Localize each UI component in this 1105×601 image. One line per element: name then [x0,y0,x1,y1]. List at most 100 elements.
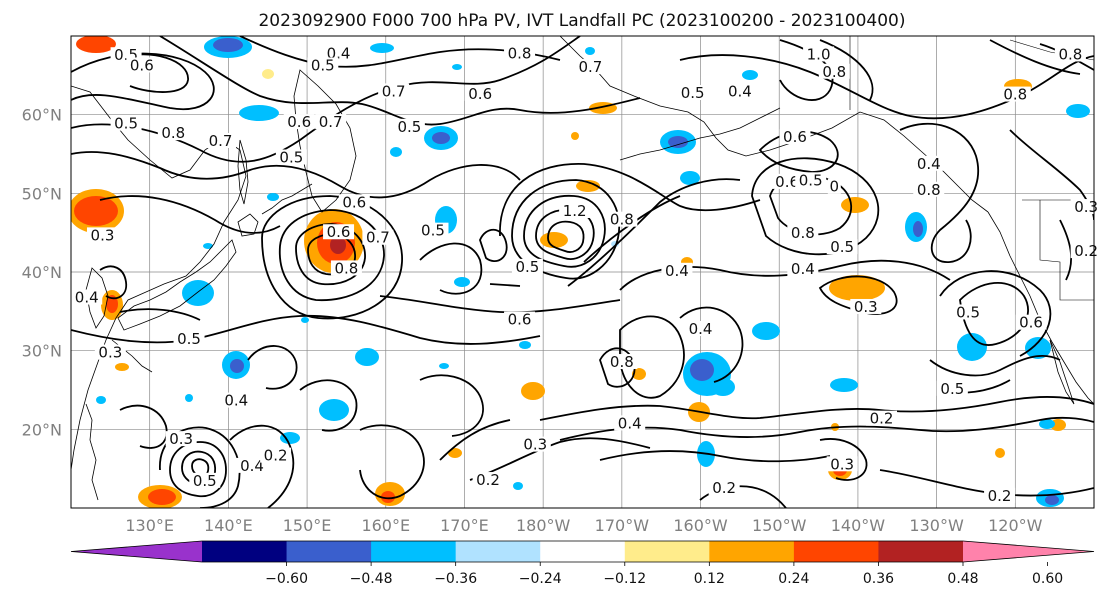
contour-line [929,355,1061,377]
colorbar-segment [202,541,288,562]
colorbar-segment [286,541,372,562]
contour-label-backing [771,173,803,189]
contour-label-backing [393,118,425,134]
shade-negative [439,363,449,369]
lon-tick-label: 160°E [361,516,410,535]
contour-label: 0.5 [114,115,138,133]
contour-label-backing [803,46,835,62]
shade-negative [957,333,987,361]
contour-line [119,53,189,93]
shade-positive [115,363,129,371]
contour-label: 0.5 [421,222,445,240]
contour-line [489,283,521,287]
shade-negative [280,432,300,444]
contour-label: 0.2 [712,479,736,497]
contour-label-backing [323,45,355,61]
contour-label: 0.3 [98,344,122,362]
contour-line [229,424,295,508]
contour-label: 0.3 [830,455,854,473]
contour-label: 0.3 [91,226,115,244]
shade-negative [668,136,688,148]
lon-tick-label: 160°W [673,516,728,535]
contour-label: 0.8 [917,181,941,199]
shade-negative [513,482,523,490]
contour-label-backing [323,224,355,240]
coast-taiwan-philippines [85,403,99,501]
contour-label: 0.7 [319,113,343,131]
contour-label: 0.2 [870,410,894,428]
contour-label-backing [519,436,551,452]
contour-label: 0.5 [940,380,964,398]
contour-label-backing [417,222,449,238]
contour-label: 0.2 [1074,242,1098,260]
contour-line [819,438,868,481]
lon-tick-label: 130°W [909,516,964,535]
contour-label: 0.7 [382,82,406,100]
contour-line [295,223,366,286]
coast-sakhalin [237,139,249,205]
contour-label-backing [307,57,339,73]
contour-label: 0.8 [1003,86,1027,104]
contour-label-backing [126,57,158,73]
contour-label: 0.2 [476,471,500,489]
shade-negative [680,171,700,185]
contour-label-backing [1054,46,1086,62]
contour-line [547,220,585,253]
shade-negative [742,70,758,80]
lon-tick-label: 170°E [440,516,489,535]
colorbar-tick-label: −0.12 [603,571,646,587]
contour-label: 0.8 [610,211,634,229]
shade-positive [148,489,176,505]
contour-label: 0.8 [610,353,634,371]
shade-positive [571,132,579,140]
contour-label-backing [378,83,410,99]
lon-tick-label: 140°W [831,516,886,535]
contour-line [567,178,741,287]
contour-label: 0.8 [161,124,185,142]
colorbar-segment [455,541,541,562]
coast-baja [1049,339,1075,405]
lon-tick-label: 170°W [595,516,650,535]
contour-label-backing [464,85,496,101]
contour-label-backing [275,149,307,165]
contour-line [1059,219,1073,281]
colorbar-segment [624,541,710,562]
contour-label-backing [71,289,103,305]
contour-label-backing [205,132,237,148]
contour-label-backing [504,311,536,327]
contour-line [679,54,1094,120]
contour-label-backing [315,114,347,130]
contour-line [751,157,880,256]
contour-label-backing [787,261,819,277]
shade-positive [262,69,274,79]
shade-negative [319,399,349,421]
contour-label: 0.6 [775,173,799,191]
colorbar-tick-label: 0.48 [947,571,978,587]
map-frame [70,35,1095,509]
coast-kurils [261,183,313,215]
contour-label: 0.8 [508,45,532,63]
colorbar-tick-label: 0.24 [778,571,809,587]
contour-label: 0.2 [264,447,288,465]
coast-hokkaido [237,213,259,237]
contour-label: 0.3 [169,430,193,448]
contour-label-backing [818,63,850,79]
contour-label-backing [260,447,292,463]
contour-label-backing [283,114,315,130]
contour-line [247,345,298,390]
contour-label-backing [952,304,984,320]
lat-tick-label: 50°N [22,184,62,203]
contour-label: 0.6 [130,56,154,74]
shade-negative [185,394,193,402]
shade-negative [96,396,106,404]
contour-label-backing [685,321,717,336]
shade-negative [1025,337,1051,359]
contour-line [469,437,651,481]
contour-line [599,450,831,463]
contour-label: 0.5 [830,238,854,256]
colorbar-tick-labels: −0.60 −0.48 −0.36 −0.24 −0.12 0.12 0.24 0.36 0.4… [265,562,1063,587]
contour-label-backing [661,262,693,278]
contour-label-backing [1015,314,1047,330]
contour-label: 0.3 [1074,198,1098,216]
contour-line [261,195,403,320]
